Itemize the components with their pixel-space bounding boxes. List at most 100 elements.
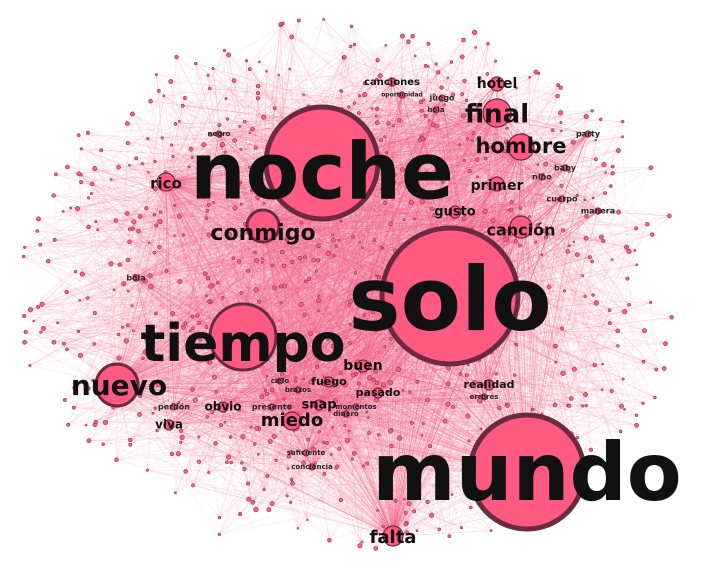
- edge: [281, 112, 498, 375]
- edge: [392, 150, 619, 537]
- edge: [116, 292, 242, 386]
- edge: [132, 113, 431, 312]
- edge: [53, 195, 394, 537]
- edge: [444, 319, 532, 493]
- edge: [53, 195, 618, 332]
- edge: [287, 495, 394, 537]
- edge: [185, 146, 522, 472]
- edge: [271, 218, 415, 220]
- edge: [66, 242, 360, 350]
- edge: [70, 207, 354, 237]
- edge: [520, 226, 533, 410]
- edge: [190, 149, 293, 422]
- edge: [229, 239, 375, 438]
- edge: [94, 284, 213, 314]
- edge: [267, 159, 478, 477]
- edge: [377, 60, 522, 148]
- edge: [242, 169, 403, 338]
- edge: [340, 173, 407, 524]
- edge: [192, 112, 498, 329]
- edge: [116, 317, 672, 386]
- edge: [165, 181, 396, 502]
- edge: [479, 77, 522, 228]
- edge: [304, 232, 332, 455]
- edge: [80, 174, 570, 406]
- edge: [209, 169, 443, 302]
- edge: [203, 144, 354, 376]
- edge: [116, 232, 305, 386]
- edge: [142, 163, 271, 180]
- edge: [165, 50, 225, 183]
- edge: [249, 69, 270, 510]
- edge: [291, 420, 407, 533]
- edge: [127, 181, 167, 260]
- edge: [300, 112, 498, 305]
- edge: [257, 98, 507, 143]
- edge: [373, 379, 407, 524]
- edge: [242, 336, 470, 442]
- edge: [165, 88, 210, 183]
- edge: [555, 250, 635, 347]
- edge: [165, 181, 569, 406]
- edge: [392, 530, 492, 537]
- edge: [139, 373, 564, 415]
- edge: [414, 218, 522, 228]
- edge: [116, 384, 407, 524]
- edge: [38, 218, 244, 338]
- edge: [209, 185, 291, 302]
- edge: [291, 290, 565, 480]
- edge: [53, 195, 147, 209]
- edge: [116, 60, 247, 386]
- edge: [116, 384, 316, 464]
- edge: [479, 322, 610, 361]
- edge: [24, 342, 400, 439]
- edge: [171, 74, 279, 455]
- edge: [24, 257, 403, 343]
- edge: [123, 218, 415, 284]
- edge: [341, 91, 522, 228]
- edge: [520, 226, 657, 370]
- edge: [207, 125, 220, 211]
- edge: [242, 336, 384, 527]
- edge: [415, 55, 522, 228]
- edge: [313, 329, 374, 450]
- edge: [82, 219, 272, 275]
- edge: [251, 426, 304, 463]
- edge: [274, 287, 394, 537]
- edge: [116, 215, 435, 386]
- edge: [355, 160, 465, 204]
- edge: [81, 148, 449, 369]
- edge: [81, 105, 183, 183]
- edge: [280, 169, 443, 363]
- edge: [118, 326, 175, 359]
- edge: [520, 226, 569, 406]
- edge: [75, 61, 452, 272]
- edge: [242, 171, 444, 338]
- edge: [147, 181, 167, 471]
- edge: [291, 361, 644, 422]
- edge: [127, 259, 492, 531]
- edge: [383, 322, 404, 527]
- edge: [126, 340, 394, 537]
- edge: [433, 124, 478, 160]
- edge: [262, 209, 512, 227]
- edge: [155, 225, 264, 314]
- edge: [359, 95, 434, 125]
- edge: [173, 146, 522, 328]
- edge: [165, 50, 225, 183]
- edge: [94, 87, 561, 425]
- edge: [241, 110, 593, 294]
- edge: [178, 402, 293, 422]
- edge: [145, 280, 603, 365]
- edge: [529, 216, 572, 399]
- edge: [300, 304, 384, 316]
- edge: [271, 367, 449, 411]
- edge: [246, 146, 522, 338]
- edge: [321, 162, 407, 524]
- edge: [520, 226, 613, 260]
- edge: [116, 169, 443, 386]
- edge: [87, 132, 210, 363]
- edge: [155, 408, 297, 429]
- edge: [240, 149, 317, 420]
- edge: [281, 110, 422, 375]
